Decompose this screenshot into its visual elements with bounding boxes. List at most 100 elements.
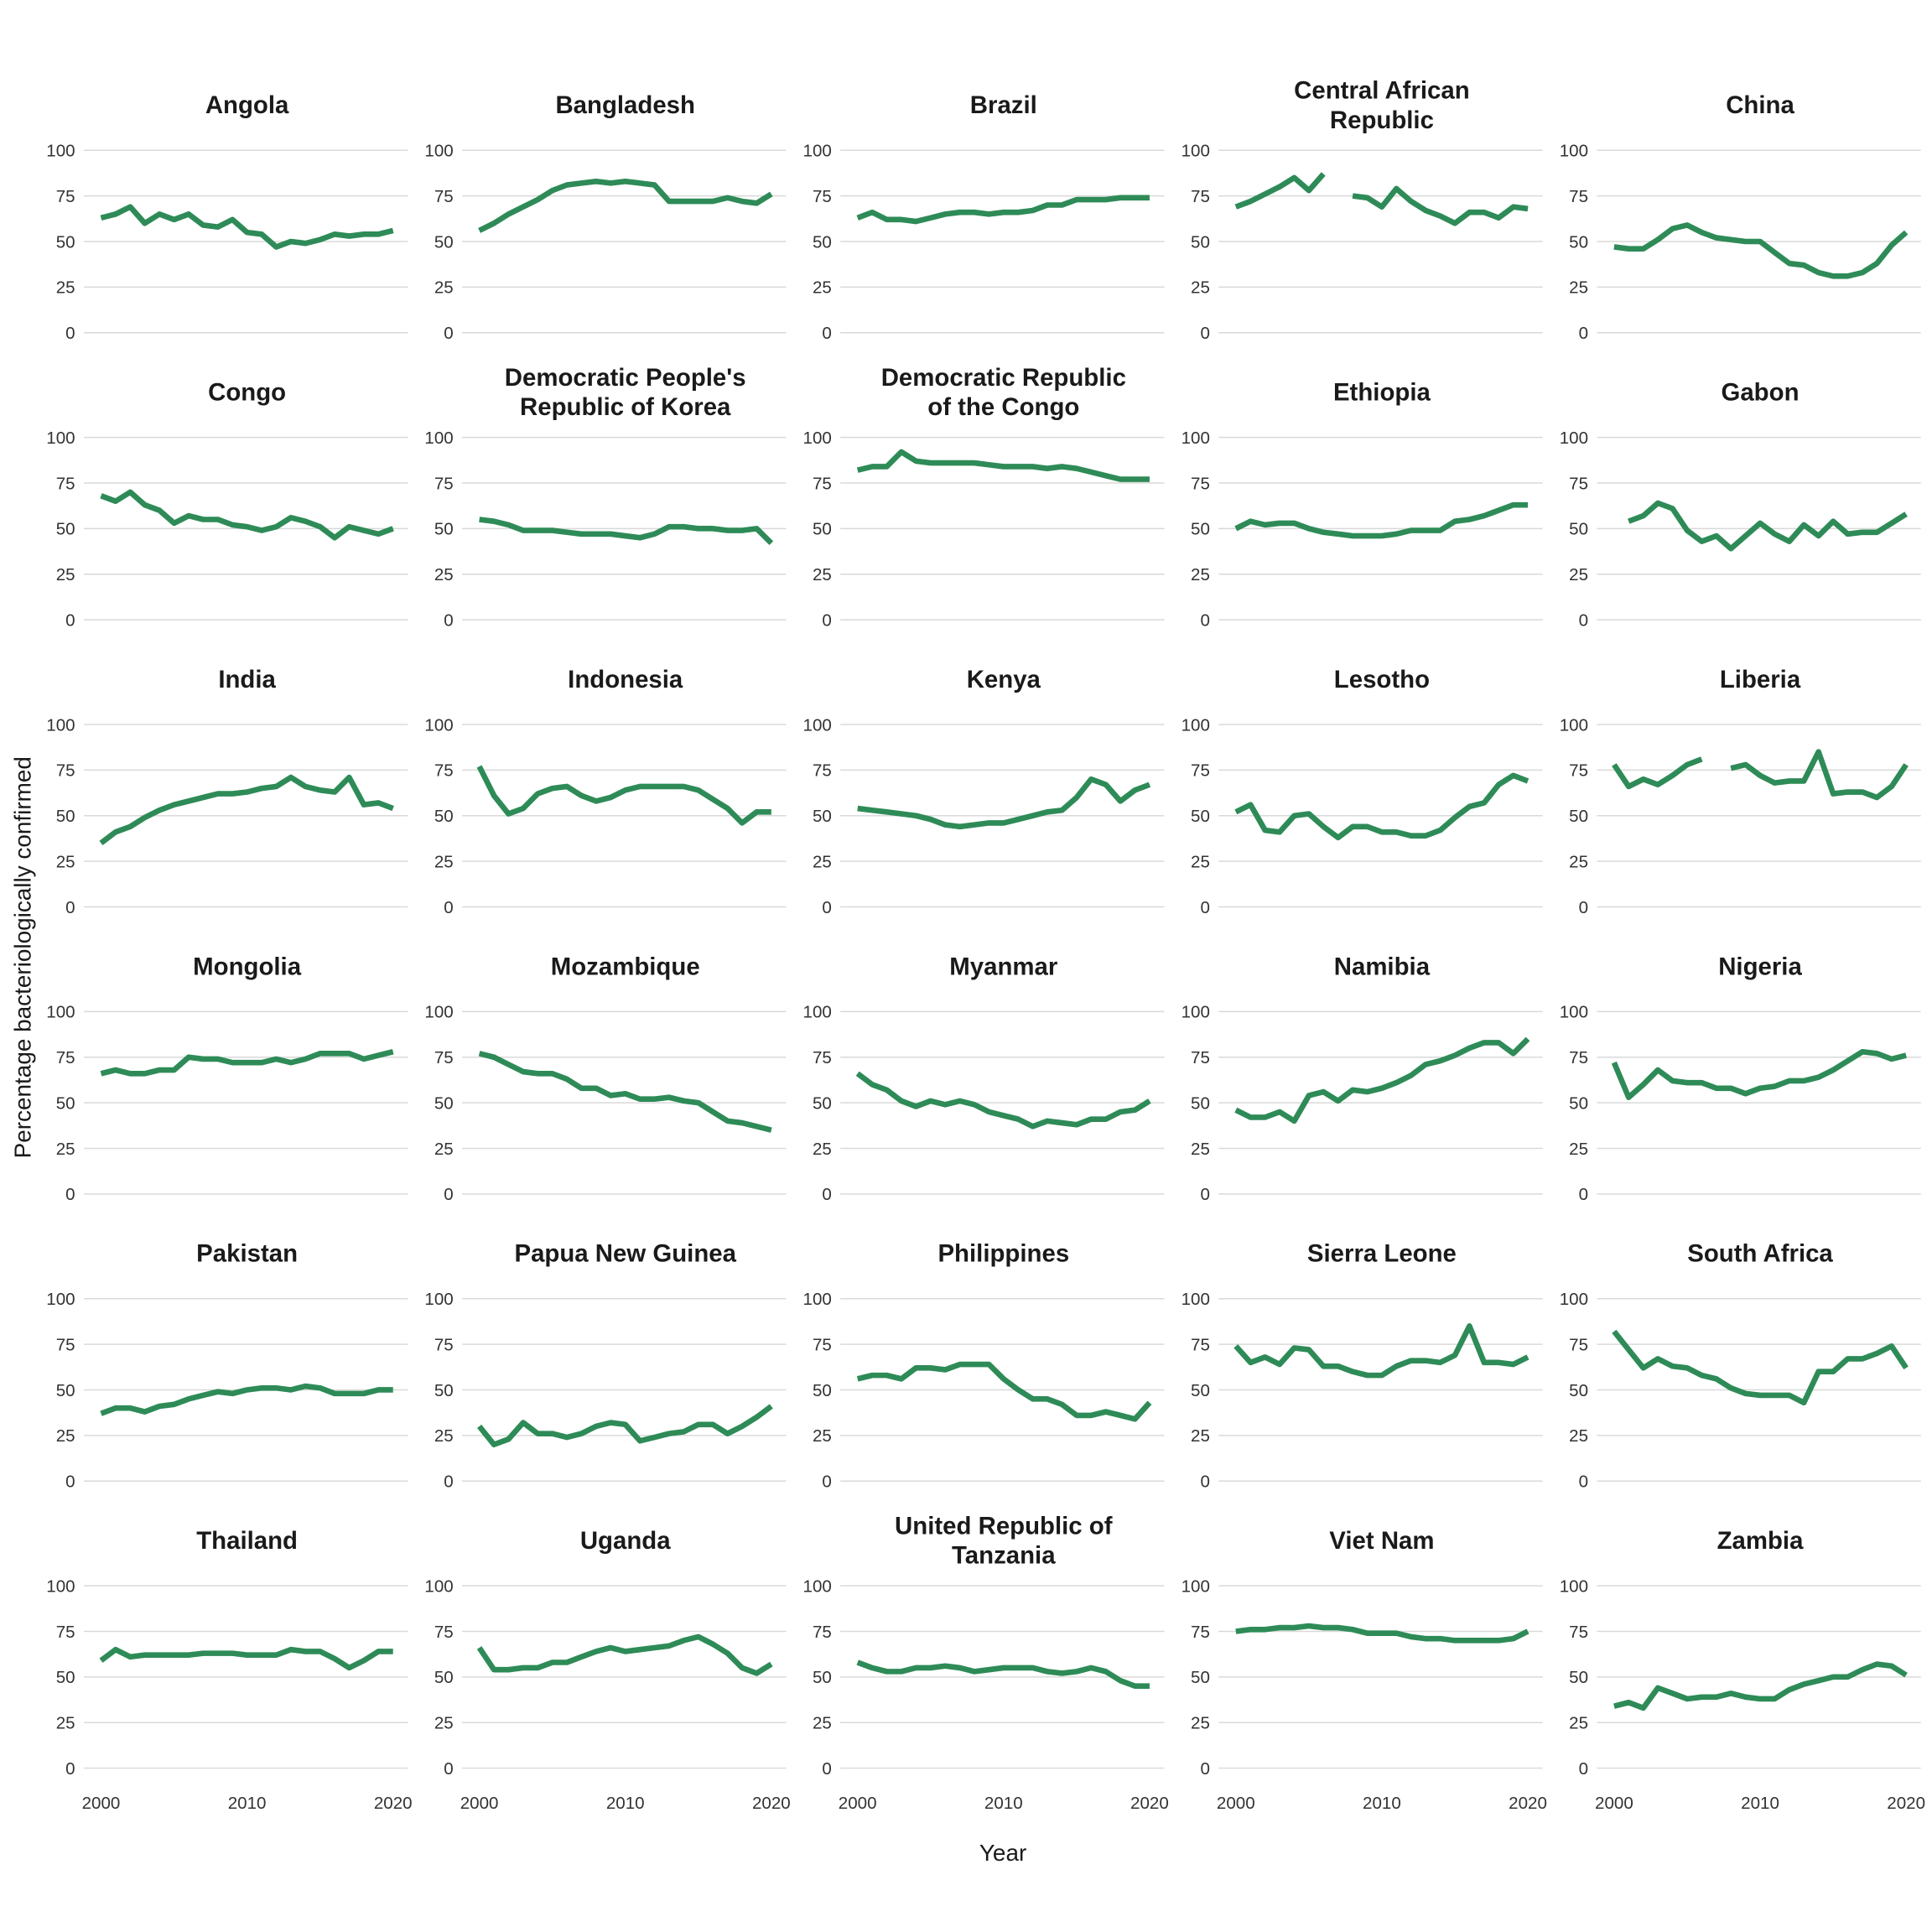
- panel-title: South Africa: [1687, 1240, 1833, 1268]
- series-line: [856, 1659, 1150, 1690]
- panel-title: Viet Nam: [1329, 1527, 1434, 1555]
- x-tick-label: 2010: [606, 1794, 645, 1813]
- y-tick-label: 50: [434, 1093, 454, 1113]
- y-tick-label: 50: [434, 1668, 454, 1687]
- y-tick-label: 25: [1191, 1714, 1210, 1733]
- panel-myanmar: 0 25 50 75 100 Myanmar: [803, 953, 1165, 1204]
- panel-title: Liberia: [1720, 666, 1801, 693]
- y-tick-label: 0: [822, 1185, 831, 1204]
- y-tick-label: 0: [65, 898, 75, 917]
- y-tick-label: 0: [1579, 898, 1588, 917]
- y-tick-label: 75: [1191, 1335, 1210, 1354]
- series-line: [1234, 1036, 1530, 1124]
- y-tick-label: 100: [46, 715, 75, 735]
- y-tick-label: 50: [56, 520, 75, 539]
- y-tick-label: 0: [1201, 898, 1210, 917]
- y-tick-label: 0: [822, 324, 831, 343]
- series-line: [1611, 1048, 1907, 1100]
- panel-title: Mozambique: [551, 953, 700, 980]
- y-tick-label: 50: [1569, 1668, 1588, 1687]
- series-line: [1235, 1623, 1530, 1644]
- y-tick-label: 50: [56, 807, 75, 826]
- panel-uganda: 0 25 50 75 100 Uganda 2000 2010 2020: [424, 1527, 790, 1813]
- y-tick-label: 50: [1569, 520, 1588, 539]
- series-line: [477, 1404, 773, 1448]
- panel-zambia: 0 25 50 75 100 Zambia 2000 2010 2020: [1560, 1527, 1925, 1813]
- y-tick-label: 75: [1569, 761, 1588, 781]
- x-tick-label: 2010: [984, 1794, 1023, 1813]
- y-tick-label: 75: [434, 1623, 454, 1642]
- y-tick-label: 25: [434, 565, 454, 584]
- panel-title: Nigeria: [1718, 953, 1802, 980]
- panel-title: Gabon: [1722, 379, 1800, 407]
- y-tick-label: 75: [434, 1335, 454, 1354]
- y-tick-label: 50: [56, 1093, 75, 1113]
- panel-title: Ethiopia: [1333, 379, 1431, 407]
- panel-pakistan: 0 25 50 75 100 Pakistan: [46, 1240, 408, 1492]
- y-tick-label: 100: [803, 715, 832, 735]
- y-tick-label: 50: [813, 232, 832, 252]
- series-line: [476, 765, 771, 826]
- y-tick-label: 0: [1579, 324, 1588, 343]
- y-tick-label: 100: [803, 428, 832, 448]
- y-tick-label: 0: [1201, 324, 1210, 343]
- panel-nigeria: 0 25 50 75 100 Nigeria: [1560, 953, 1921, 1204]
- y-tick-label: 25: [813, 565, 832, 584]
- y-tick-label: 0: [822, 1472, 831, 1492]
- y-tick-label: 75: [1191, 1048, 1210, 1067]
- y-tick-label: 100: [1560, 142, 1588, 161]
- y-tick-label: 50: [1191, 1093, 1210, 1113]
- panel-thailand: 0 25 50 75 100 Thailand 2000 2010 2020: [46, 1527, 412, 1813]
- series-line: [856, 195, 1150, 225]
- y-tick-label: 50: [813, 1668, 832, 1687]
- y-tick-label: 25: [434, 278, 454, 298]
- y-tick-label: 25: [56, 565, 75, 584]
- y-tick-label: 100: [1182, 1003, 1210, 1022]
- y-tick-label: 75: [56, 1335, 75, 1354]
- y-tick-label: 25: [1569, 565, 1588, 584]
- x-tick-label: 2000: [460, 1794, 499, 1813]
- y-tick-label: 0: [1579, 1759, 1588, 1779]
- y-tick-label: 0: [65, 1185, 75, 1204]
- panel-brazil: 0 25 50 75 100 Brazil: [803, 91, 1165, 343]
- panel-title: Democratic Republic: [881, 364, 1126, 392]
- panel-mongolia: 0 25 50 75 100 Mongolia: [46, 953, 408, 1204]
- y-tick-label: 75: [56, 1048, 75, 1067]
- y-tick-label: 25: [1569, 278, 1588, 298]
- y-tick-label: 25: [434, 852, 454, 871]
- x-axis-label: Year: [979, 1840, 1026, 1866]
- y-tick-label: 75: [1191, 1623, 1210, 1642]
- y-tick-label: 75: [434, 474, 454, 493]
- y-tick-label: 100: [1182, 142, 1210, 161]
- panel-papua-new-guinea: 0 25 50 75 100 Papua New Guinea: [424, 1240, 787, 1492]
- y-tick-label: 25: [434, 1140, 454, 1159]
- series-line: [100, 489, 394, 541]
- panel-title: Congo: [208, 379, 286, 407]
- y-tick-label: 0: [1201, 1185, 1210, 1204]
- series-line: [1613, 222, 1909, 279]
- panel-title: United Republic of: [895, 1512, 1113, 1540]
- y-tick-label: 0: [1579, 610, 1588, 630]
- y-tick-label: 75: [813, 1623, 832, 1642]
- y-tick-label: 100: [424, 1290, 453, 1309]
- panel-gabon: 0 25 50 75 100 Gabon: [1560, 379, 1921, 630]
- panel-title: Brazil: [970, 91, 1037, 119]
- y-tick-label: 100: [1560, 1576, 1588, 1596]
- y-tick-label: 75: [56, 474, 75, 493]
- x-tick-label: 2020: [752, 1794, 791, 1813]
- y-tick-label: 0: [822, 1759, 831, 1779]
- panel-title: Philippines: [937, 1240, 1069, 1268]
- y-tick-label: 0: [1201, 1759, 1210, 1779]
- series-line: [99, 774, 394, 845]
- panel-title: Tanzania: [952, 1542, 1056, 1570]
- y-tick-label: 100: [803, 142, 832, 161]
- y-tick-label: 25: [56, 852, 75, 871]
- panel-title: Pakistan: [196, 1240, 298, 1268]
- y-tick-label: 75: [56, 761, 75, 781]
- y-tick-label: 0: [444, 610, 453, 630]
- series-line: [100, 204, 394, 250]
- series-line: [857, 776, 1151, 830]
- y-tick-label: 0: [1579, 1185, 1588, 1204]
- y-tick-label: 0: [822, 610, 831, 630]
